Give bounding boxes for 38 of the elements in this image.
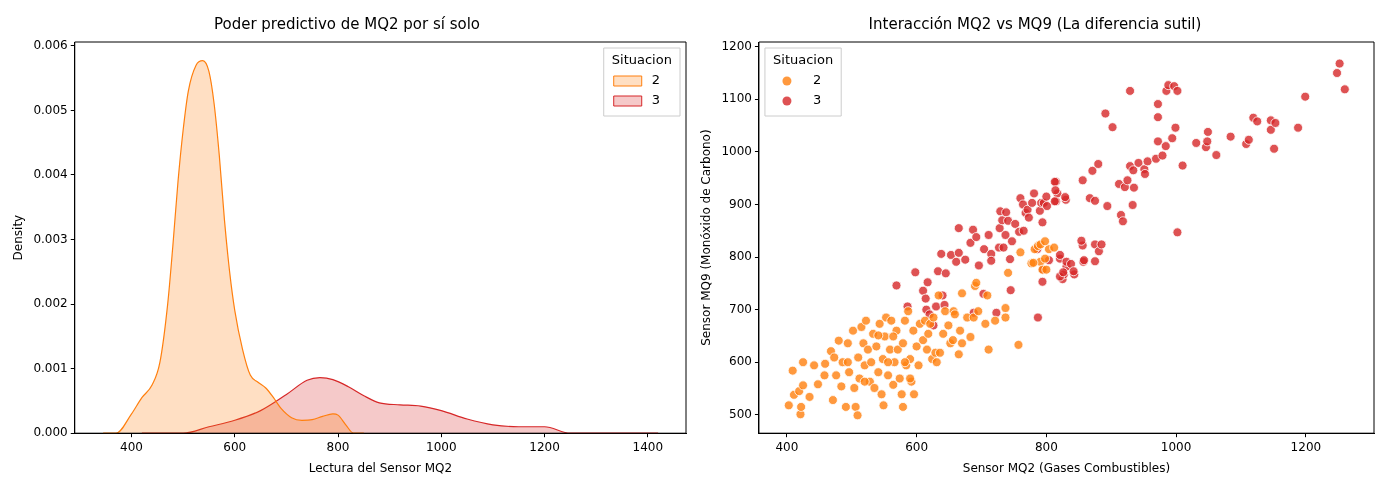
x-tick-label: 1200: [529, 439, 560, 454]
legend-title: Situacion: [773, 52, 834, 68]
x-tick-label: 1000: [426, 439, 457, 454]
y-tick-label: 0.006: [33, 38, 68, 52]
legend-title: Situacion: [611, 52, 672, 68]
x-tick-label: 400: [775, 439, 799, 454]
y-tick-label: 500: [729, 406, 752, 421]
legend-label: 3: [651, 92, 661, 108]
y-tick-label: 1100: [721, 91, 752, 106]
x-tick-label: 600: [905, 439, 929, 454]
x-tick-label: 400: [120, 439, 143, 454]
y-tick-label: 800: [729, 249, 752, 264]
legend-label: 3: [812, 92, 822, 108]
x-tick-label: 800: [326, 439, 350, 454]
x-axis-title: Lectura del Sensor MQ2: [308, 460, 453, 475]
y-tick-label: 0.002: [33, 296, 68, 311]
x-tick-label: 1200: [1290, 439, 1322, 454]
y-tick-label: 0.005: [33, 102, 68, 117]
legend-label: 2: [812, 72, 822, 88]
x-tick-label: 1000: [1160, 439, 1192, 454]
chart-title: Poder predictivo de MQ2 por sí solo: [213, 14, 481, 33]
y-axis-title: Density: [11, 214, 26, 261]
y-tick-label: 900: [729, 196, 752, 211]
legend-label: 2: [651, 72, 661, 88]
x-tick-label: 1400: [632, 439, 664, 454]
x-tick-label: 800: [1034, 439, 1058, 454]
y-tick-label: 600: [729, 354, 752, 369]
y-tick-label: 700: [729, 301, 752, 316]
y-tick-label: 0.000: [33, 425, 68, 440]
y-tick-label: 1200: [721, 38, 752, 53]
y-tick-label: 0.004: [33, 167, 68, 182]
x-tick-label: 600: [223, 439, 247, 454]
x-axis-title: Sensor MQ2 (Gases Combustibles): [962, 460, 1171, 475]
y-tick-label: 0.003: [33, 231, 68, 246]
y-tick-label: 1000: [721, 144, 752, 159]
y-axis-title: Sensor MQ9 (Monóxido de Carbono): [699, 129, 714, 346]
y-tick-label: 0.001: [33, 360, 68, 375]
chart-title: Interacción MQ2 vs MQ9 (La diferencia sutil): [868, 14, 1202, 33]
